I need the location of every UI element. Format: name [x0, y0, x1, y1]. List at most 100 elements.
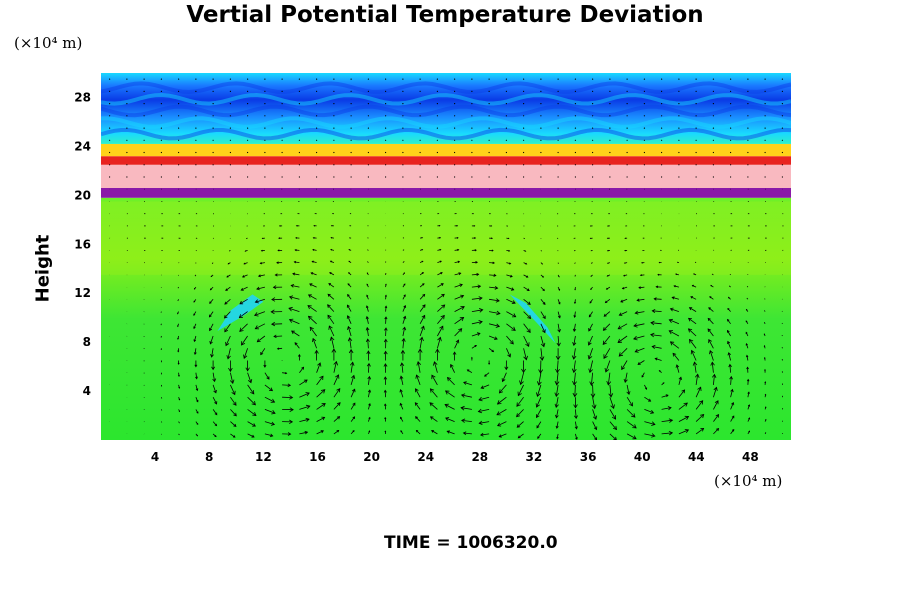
vector-arrowhead — [327, 304, 331, 308]
vector-arrowhead — [668, 318, 673, 323]
vector-arrowhead — [713, 386, 718, 391]
vector-arrowhead — [644, 387, 648, 390]
vector-arrowhead — [233, 423, 237, 427]
vector-arrow — [450, 364, 455, 373]
vector-dot — [333, 151, 335, 154]
vector-arrowhead — [328, 283, 332, 286]
vector-dot — [402, 103, 404, 105]
vector-arrowhead — [539, 356, 545, 361]
vector-arrowhead — [384, 416, 387, 420]
vector-arrowhead — [634, 310, 639, 315]
vector-arrowhead — [709, 296, 712, 299]
vector-arrow — [347, 304, 352, 312]
vector-arrow — [622, 286, 628, 289]
vector-arrow — [556, 360, 559, 373]
vector-arrowhead — [684, 415, 690, 420]
vector-dot — [764, 103, 766, 105]
vector-arrowhead — [494, 285, 499, 290]
vector-arrow — [211, 348, 214, 358]
vector-arrow — [327, 304, 335, 312]
vector-arrow — [650, 334, 662, 337]
vector-arrow — [350, 362, 354, 373]
vector-arrowhead — [415, 429, 419, 433]
vector-dot — [695, 103, 697, 105]
vector-dot — [247, 78, 249, 80]
vector-arrow — [708, 307, 714, 312]
vector-arrowhead — [621, 365, 626, 371]
x-tick-label: 16 — [309, 450, 326, 464]
vector-arrow — [633, 335, 645, 340]
vector-dot — [229, 127, 231, 129]
vector-arrowhead — [746, 366, 749, 370]
vector-arrowhead — [312, 248, 315, 251]
vector-dot — [385, 127, 387, 129]
vector-dot — [678, 151, 680, 154]
vector-arrow — [689, 339, 697, 349]
vector-arrowhead — [708, 339, 712, 344]
vector-arrowhead — [383, 403, 387, 406]
vector-arrow — [489, 274, 496, 276]
vector-dot — [436, 127, 438, 129]
vector-arrowhead — [431, 430, 434, 433]
vector-dot — [109, 151, 111, 154]
vector-dot — [626, 103, 628, 105]
vector-arrowhead — [527, 315, 532, 319]
vector-dot — [281, 115, 283, 117]
vector-arrowhead — [478, 396, 483, 402]
vector-arrow — [626, 384, 630, 395]
vector-arrow — [454, 295, 464, 300]
vector-arrowhead — [251, 434, 255, 438]
vector-arrow — [661, 432, 673, 435]
vector-arrowhead — [494, 336, 498, 340]
vector-arrow — [471, 297, 483, 300]
vector-arrowhead — [501, 378, 506, 383]
vector-arrow — [638, 286, 645, 289]
vector-dot — [747, 127, 749, 129]
vector-arrow — [691, 350, 697, 361]
vector-arrow — [489, 311, 500, 314]
vector-arrow — [194, 335, 197, 342]
vector-arrow — [575, 421, 577, 429]
vector-arrowhead — [385, 283, 387, 286]
vector-dot — [212, 103, 214, 105]
vector-arrowhead — [715, 427, 720, 432]
vector-arrowhead — [440, 283, 444, 286]
vector-dot — [126, 115, 128, 117]
vector-arrowhead — [177, 374, 180, 378]
vector-dot — [505, 103, 507, 105]
vector-arrowhead — [588, 368, 593, 374]
vector-arrowhead — [523, 355, 528, 361]
vector-arrowhead — [457, 260, 461, 264]
vector-dot — [333, 90, 335, 92]
vector-dot — [643, 151, 646, 154]
vector-dot — [781, 139, 784, 141]
vector-dot — [643, 164, 646, 166]
vector-dot — [247, 103, 249, 105]
vector-arrow — [540, 323, 546, 333]
vector-arrowhead — [745, 331, 748, 334]
vector-arrow — [573, 323, 576, 332]
vector-arrow — [308, 294, 317, 300]
vector-dot — [747, 176, 749, 178]
vector-arrowhead — [365, 315, 369, 320]
vector-arrowhead — [254, 325, 260, 330]
vector-dot — [247, 176, 249, 178]
vector-arrow — [574, 311, 576, 318]
vector-dot — [523, 164, 525, 166]
vector-arrowhead — [383, 389, 387, 393]
vector-arrowhead — [455, 339, 460, 344]
vector-dot — [454, 78, 456, 80]
vector-arrowhead — [226, 275, 229, 278]
vector-arrow — [415, 388, 421, 398]
vector-arrowhead — [554, 392, 560, 398]
vector-arrow — [635, 347, 645, 353]
vector-dot — [298, 164, 300, 166]
vector-arrowhead — [347, 293, 350, 297]
vector-arrow — [461, 394, 472, 398]
vector-dot — [195, 176, 197, 178]
vector-arrow — [178, 433, 180, 436]
vector-arrow — [523, 335, 530, 347]
vector-dot — [781, 127, 784, 129]
vector-dot — [661, 151, 663, 154]
vector-dot — [281, 90, 283, 92]
